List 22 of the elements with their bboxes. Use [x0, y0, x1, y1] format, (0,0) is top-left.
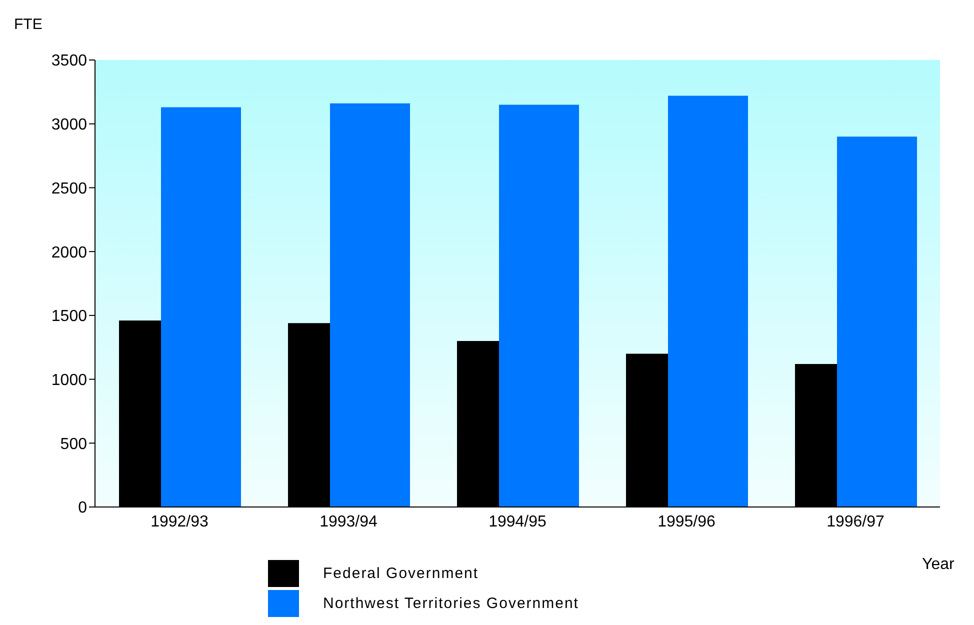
y-tick-label: 3000 [51, 116, 88, 134]
y-axis-title: FTE [14, 16, 42, 33]
bar [330, 103, 410, 507]
x-tick-label: 1992/93 [150, 513, 209, 530]
y-tick-label: 1000 [51, 372, 88, 389]
y-tick-label: 1500 [51, 308, 88, 326]
bar [499, 104, 579, 507]
x-tick-label: 1996/97 [826, 513, 885, 530]
bar [837, 136, 917, 507]
y-tick-label: 3500 [51, 52, 88, 70]
y-tick-label: 2000 [51, 244, 88, 262]
bar [668, 96, 748, 507]
bar [161, 107, 241, 507]
x-tick-label: 1993/94 [320, 513, 378, 530]
y-tick-label: 500 [60, 436, 88, 453]
legend-label: Federal Government [323, 564, 479, 582]
y-tick-label: 0 [78, 500, 88, 517]
x-tick-label: 1995/96 [658, 513, 716, 530]
x-tick-label: 1994/95 [488, 513, 547, 530]
y-tick-label: 2500 [51, 180, 88, 198]
legend-label: Northwest Territories Government [323, 594, 579, 612]
x-axis-title: Year [922, 556, 954, 574]
